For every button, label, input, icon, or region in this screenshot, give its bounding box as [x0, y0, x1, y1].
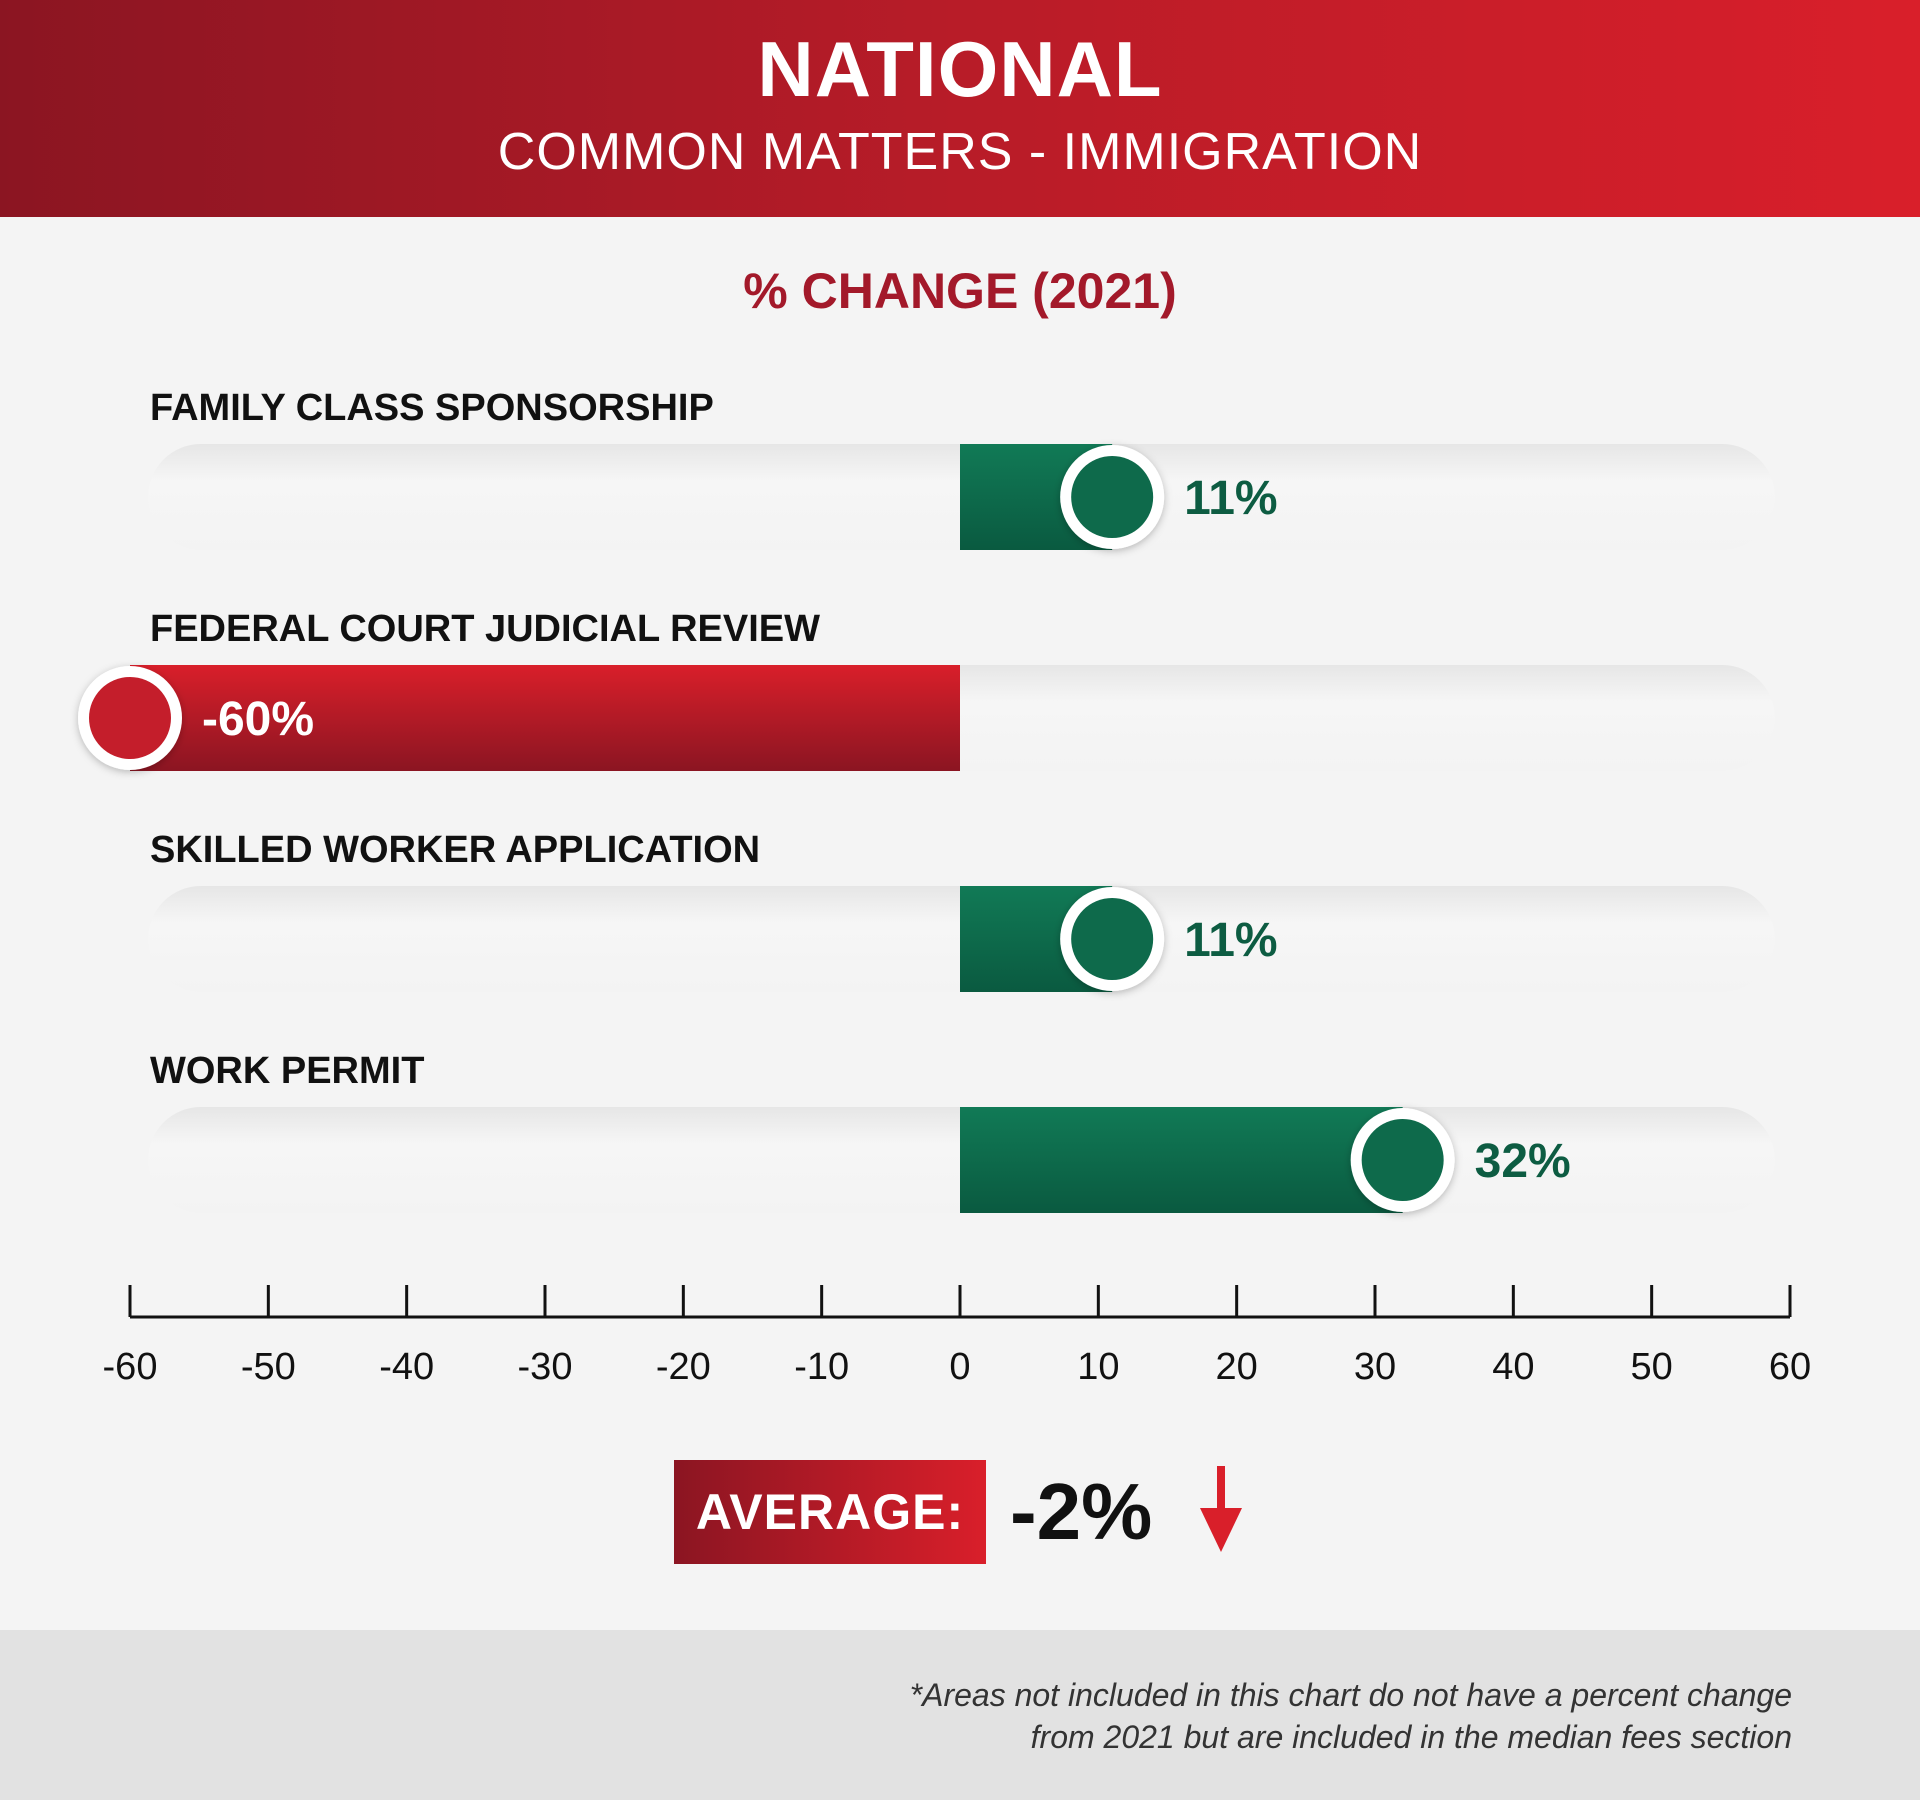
x-tick-label: 20 [1216, 1346, 1258, 1388]
category-label: FEDERAL COURT JUDICIAL REVIEW [150, 608, 820, 650]
x-tick-label: 50 [1631, 1346, 1673, 1388]
bar-knob [1071, 898, 1154, 980]
bar-knob [89, 677, 171, 759]
down-arrow-icon [1200, 1466, 1242, 1552]
bar [130, 665, 960, 771]
page-subtitle: COMMON MATTERS - IMMIGRATION [497, 123, 1423, 181]
x-tick-label: -20 [656, 1346, 711, 1388]
header-banner: NATIONAL COMMON MATTERS - IMMIGRATION [0, 0, 1920, 217]
x-tick-label: -30 [518, 1346, 573, 1388]
chart-title: % CHANGE (2021) [743, 263, 1177, 319]
average-label: AVERAGE: [674, 1460, 986, 1564]
bar-knob [1361, 1119, 1444, 1201]
footnote: *Areas not included in this chart do not… [910, 1674, 1792, 1758]
x-tick-label: 40 [1492, 1346, 1534, 1388]
category-label: FAMILY CLASS SPONSORSHIP [150, 387, 714, 429]
x-tick-label: 0 [949, 1346, 970, 1388]
value-label: -60% [202, 693, 314, 746]
category-label: WORK PERMIT [150, 1050, 424, 1092]
value-label: 11% [1184, 914, 1277, 967]
bar-chart: FAMILY CLASS SPONSORSHIP 11% FEDERAL COURT… [78, 387, 1811, 1388]
value-label: 32% [1475, 1135, 1571, 1188]
bar [960, 1107, 1403, 1213]
x-tick-label: -60 [103, 1346, 158, 1388]
value-label: 11% [1184, 472, 1277, 525]
x-tick-label: -10 [794, 1346, 849, 1388]
page-title: NATIONAL [757, 25, 1163, 113]
category-label: SKILLED WORKER APPLICATION [150, 829, 760, 871]
average-value: -2% [1010, 1467, 1153, 1556]
x-tick-label: -40 [379, 1346, 434, 1388]
bar-knob [1071, 456, 1154, 538]
footnote-line-1: *Areas not included in this chart do not… [909, 1677, 1792, 1713]
x-tick-label: 30 [1354, 1346, 1396, 1388]
footer: *Areas not included in this chart do not… [0, 1630, 1920, 1800]
x-tick-label: -50 [241, 1346, 296, 1388]
x-tick-label: 10 [1077, 1346, 1119, 1388]
x-tick-label: 60 [1769, 1346, 1811, 1388]
footnote-line-2: from 2021 but are included in the median… [1030, 1719, 1792, 1755]
